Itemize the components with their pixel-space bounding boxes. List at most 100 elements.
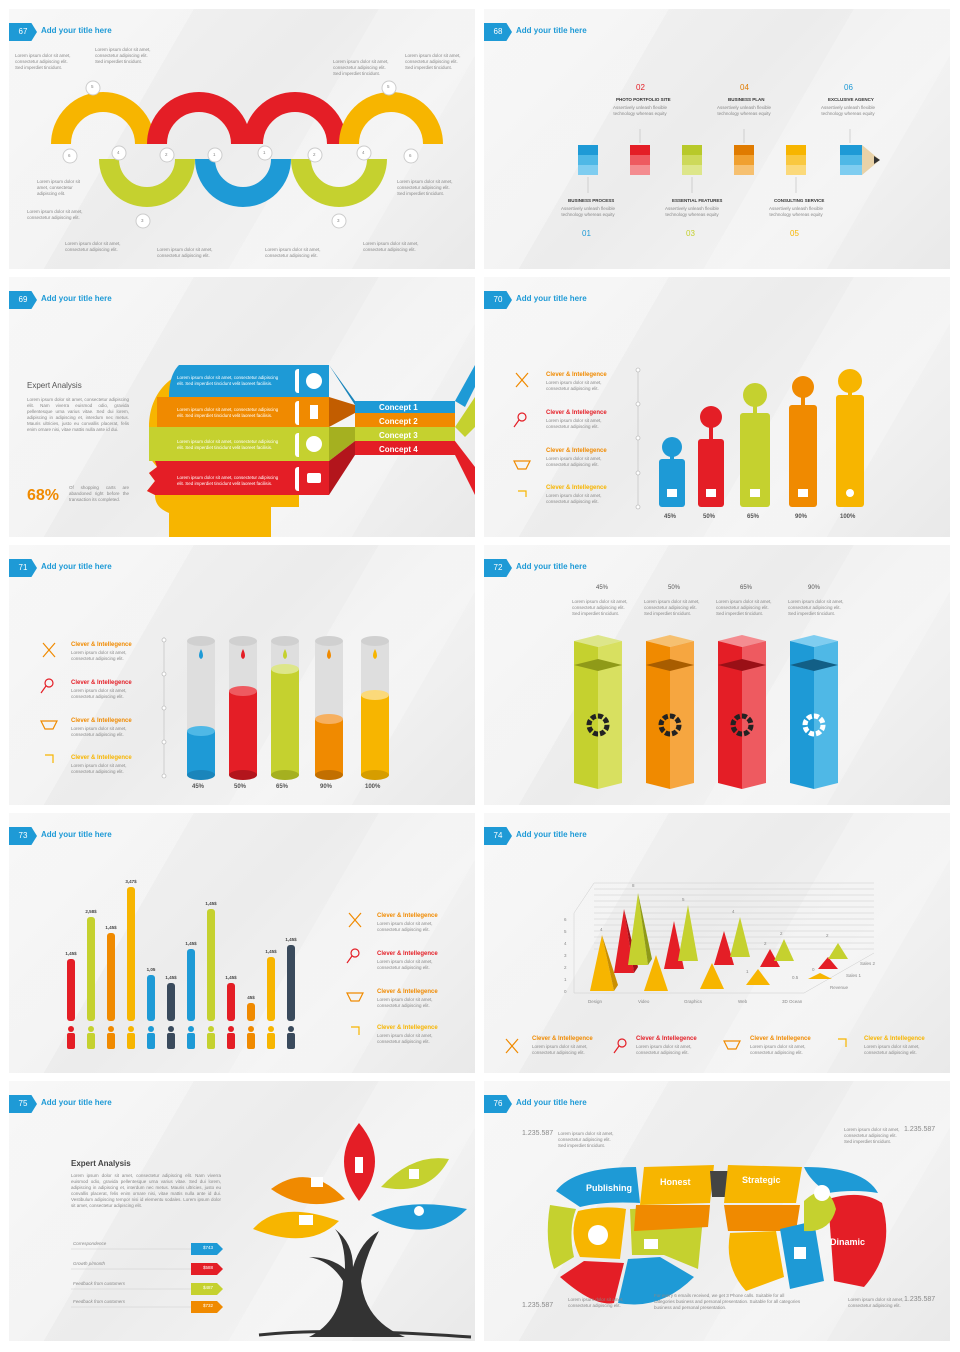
series-label: Sales 2	[860, 961, 876, 966]
slide-73[interactable]: 73 Add your title here 1,45$ 2,58$ 1,45$ 3,…	[9, 813, 475, 1073]
feature-title: Clever & Intellegence	[71, 680, 132, 686]
wave-label: 1	[263, 150, 266, 155]
bar-label: 3,47$	[125, 879, 137, 884]
y-tick: 2	[564, 965, 567, 970]
bar-value: 90%	[320, 784, 333, 790]
x-category: Graphics	[684, 999, 703, 1004]
feature-title: Clever & Intellegence	[377, 951, 438, 957]
bar-value: 100%	[840, 514, 856, 520]
person-body	[267, 1033, 275, 1049]
slide-title: Add your title here	[516, 562, 587, 571]
stat-value: 1.235.587	[904, 1296, 936, 1303]
slide-71[interactable]: 71 Add your title here Clever & Intelleg…	[9, 545, 475, 805]
slide-72[interactable]: 72 Add your title here 45% Lorem ipsum d…	[484, 545, 950, 805]
slide-70[interactable]: 70 Add your title here Clever & Intelleg…	[484, 277, 950, 537]
person-icon	[88, 1026, 94, 1032]
slide-title: Add your title here	[41, 26, 112, 35]
caption: Lorem ipsum dolor sit amet, consectetur …	[37, 179, 81, 196]
caption: Lorem ipsum dolor sit amet, consectetur …	[848, 1297, 904, 1308]
feature-desc: Lorem ipsum dolor sit amet, consectetur …	[71, 688, 127, 699]
cylinder-chart	[40, 636, 389, 780]
slide-title: Add your title here	[41, 1098, 112, 1107]
feature-title: Clever & Intellegence	[546, 410, 607, 416]
feature-desc: Lorem ipsum dolor sit amet, consectetur …	[750, 1044, 806, 1055]
peak-label: 2	[780, 931, 783, 936]
caption: Lorem ipsum dolor sit amet, consectetur …	[95, 47, 151, 64]
bar-label: 1,45$	[285, 937, 297, 942]
feature-desc: Lorem ipsum dolor sit amet, consectetur …	[71, 726, 127, 737]
person-icon	[68, 1026, 74, 1032]
person-body	[87, 1033, 95, 1049]
step-title: CONSULTING SERVICE	[774, 198, 825, 203]
slide-title: Add your title here	[516, 294, 587, 303]
slide-68[interactable]: 68 Add your title here 02 PHOTO PORTFOLI…	[484, 9, 950, 269]
bar-value: 90%	[795, 514, 808, 520]
y-tick: 3	[564, 953, 567, 958]
row-label: Correspondence	[73, 1241, 107, 1246]
feature-desc: Lorem ipsum dolor sit amet, consectetur …	[71, 763, 127, 774]
caption: Lorem ipsum dolor sit amet, consectetur …	[397, 179, 453, 196]
bar	[227, 983, 235, 1021]
feature-desc: Lorem ipsum dolor sit amet, consectetur …	[71, 650, 127, 661]
slide-number: 70	[484, 291, 512, 309]
series-label: Revenue	[830, 985, 849, 990]
piece-label: Publishing	[586, 1183, 632, 1193]
person-icon	[248, 1026, 254, 1032]
feature-desc: Lorem ipsum dolor sit amet, consectetur …	[377, 959, 433, 970]
wave-label: 3	[337, 218, 340, 223]
bar-value: 65%	[747, 514, 760, 520]
leaf-tree	[71, 1123, 472, 1339]
stat-value: 1.235.587	[522, 1130, 554, 1137]
feature-title: Clever & Intellegence	[546, 448, 607, 454]
series-label: Sales 1	[846, 973, 862, 978]
step-title: PHOTO PORTFOLIO SITE	[616, 97, 671, 102]
caption: Lorem ipsum dolor sit amet, consectetur …	[27, 209, 83, 220]
x-category: 3D Ocean	[782, 999, 803, 1004]
step-desc: Assertively unleash flexible technology …	[716, 105, 772, 116]
slide-67[interactable]: 67 Add your title here 5 6 4 3 2 1 1 2 3…	[9, 9, 475, 269]
feature-desc: Lorem ipsum dolor sit amet, consectetur …	[546, 418, 602, 429]
person-icon	[108, 1026, 114, 1032]
slide-75[interactable]: 75 Add your title here Expert Analysis L…	[9, 1081, 475, 1341]
feature-title: Clever & Intellegence	[377, 1025, 438, 1031]
peak-label: 1	[746, 969, 749, 974]
bar-label: 1,45$	[185, 941, 197, 946]
wave-label: 5	[91, 84, 94, 89]
caption: Lorem ipsum dolor sit amet, consectetur …	[333, 59, 389, 76]
slide-number: 75	[9, 1095, 37, 1113]
person-icon	[128, 1026, 134, 1032]
slide-number: 67	[9, 23, 37, 41]
prism-desc: Lorem ipsum dolor sit amet, consectetur …	[644, 599, 700, 616]
step-desc: Assertively unleash flexible technology …	[664, 206, 720, 217]
wave-label: 3	[141, 218, 144, 223]
row-label: Feedback from customers	[73, 1299, 126, 1304]
wave-label: 6	[409, 153, 412, 158]
bar	[127, 887, 135, 1021]
slide-74[interactable]: 74 Add your title here 6 5 4 3	[484, 813, 950, 1073]
concept-label: Concept 1	[379, 403, 418, 412]
bar-label: 45$	[247, 995, 255, 1000]
glasses-puzzle	[547, 1165, 887, 1305]
concept-label: Concept 4	[379, 445, 418, 454]
band-text: Lorem ipsum dolor sit amet, consectetur …	[177, 407, 279, 418]
percent-value: 68%	[27, 487, 60, 504]
head-concept-diagram	[147, 365, 475, 537]
caption: Lorem ipsum dolor sit amet, consectetur …	[157, 247, 213, 258]
concept-label: Concept 2	[379, 417, 418, 426]
person-body	[247, 1033, 255, 1049]
slide-69[interactable]: 69 Add your title here Expert Analysis L…	[9, 277, 475, 537]
feature-desc: Lorem ipsum dolor sit amet, consectetur …	[546, 493, 602, 504]
bar	[287, 945, 295, 1021]
people-bar-chart[interactable]: 1,45$ 2,58$ 1,45$ 3,47$ 1,05 1,45$ 1,45$ 1,45$ 1…	[9, 813, 475, 1073]
caption: Lorem ipsum dolor sit amet, consectetur …	[405, 53, 461, 70]
slide-76[interactable]: 76 Add your title here Publishing Honest…	[484, 1081, 950, 1341]
slide-number: 71	[9, 559, 37, 577]
slide-title: Add your title here	[516, 26, 587, 35]
prism-chart	[574, 635, 838, 789]
feature-desc: Lorem ipsum dolor sit amet, consectetur …	[864, 1044, 920, 1055]
body-text: Lorem ipsum dolor sit amet, consectetur …	[71, 1173, 221, 1208]
feature-title: Clever & Intellegence	[750, 1036, 811, 1042]
step-title: BUSINESS PROCESS	[568, 198, 615, 203]
person-icon	[268, 1026, 274, 1032]
band-text: Lorem ipsum dolor sit amet, consectetur …	[177, 439, 279, 450]
